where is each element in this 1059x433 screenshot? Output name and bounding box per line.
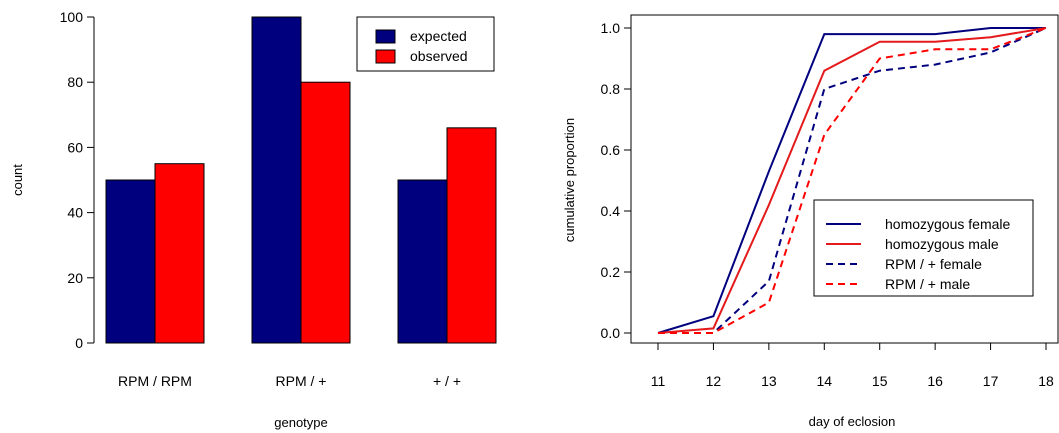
x-category-label: RPM / + [276, 373, 327, 389]
x-tick-label: 11 [651, 373, 666, 389]
legend-swatch-observed [375, 49, 396, 64]
legend-label-rpm-male: RPM / + male [885, 276, 970, 292]
bar-chart: 0 20 40 60 80 100 RPM / RPM RPM / + + / + genotyp… [10, 9, 497, 430]
bar-legend: expected observed [356, 16, 495, 72]
x-tick-label: 13 [761, 373, 777, 389]
y-tick-label: 80 [67, 74, 83, 90]
x-tick-label: 17 [983, 373, 999, 389]
legend-box [813, 199, 1034, 297]
bar-expected-rpm [251, 16, 302, 344]
line-legend: homozygous female homozygous male RPM / + … [813, 199, 1034, 297]
y-tick-label: 40 [67, 205, 83, 221]
bar-observed- [446, 127, 497, 344]
y-tick-label: 0.2 [601, 264, 621, 280]
x-tick-label: 15 [872, 373, 888, 389]
x-tick-label: 12 [706, 373, 722, 389]
legend-label-homozygous-female: homozygous female [885, 216, 1011, 232]
x-tick-label: 18 [1038, 373, 1054, 389]
y-tick-label: 60 [67, 139, 83, 155]
legend-label-rpm-female: RPM / + female [885, 256, 982, 272]
y-tick-label: 20 [67, 270, 83, 286]
y-tick-label: 100 [60, 9, 84, 25]
legend-label-homozygous-male: homozygous male [885, 236, 999, 252]
y-tick-label: 1.0 [601, 20, 621, 36]
bar-expected-rpm-rpm [105, 179, 156, 344]
x-tick-label: 16 [927, 373, 943, 389]
x-axis-label: day of eclosion [809, 414, 896, 429]
y-tick-label: 0.4 [601, 203, 621, 219]
y-tick-label: 0.0 [601, 325, 621, 341]
plot-frame [630, 14, 1059, 344]
line-chart: 11 12 13 14 15 16 17 18 0.0 0.2 0.4 0.6 0.8 1.0 day of… [562, 14, 1059, 429]
legend-swatch-expected [375, 29, 396, 44]
legend-label-observed: observed [410, 48, 468, 64]
series-line-homozygous-male [657, 27, 1047, 334]
series-line-rpm-male [658, 27, 1047, 334]
y-axis-label: cumulative proportion [562, 118, 577, 242]
bar-observed-rpm [300, 81, 351, 344]
bar-observed-rpm-rpm [154, 163, 205, 344]
legend-label-expected: expected [410, 28, 467, 44]
bar-expected- [397, 179, 448, 344]
series-line-homozygous-female [657, 27, 1046, 334]
y-tick-label: 0.8 [601, 81, 621, 97]
y-tick-label: 0 [75, 335, 83, 351]
x-category-label: RPM / RPM [118, 373, 192, 389]
x-category-label: + / + [433, 373, 461, 389]
x-tick-label: 14 [816, 373, 832, 389]
x-axis-label: genotype [274, 415, 328, 430]
y-axis-label: count [10, 164, 25, 196]
series-line-rpm-female [658, 27, 1047, 334]
y-tick-label: 0.6 [601, 142, 621, 158]
